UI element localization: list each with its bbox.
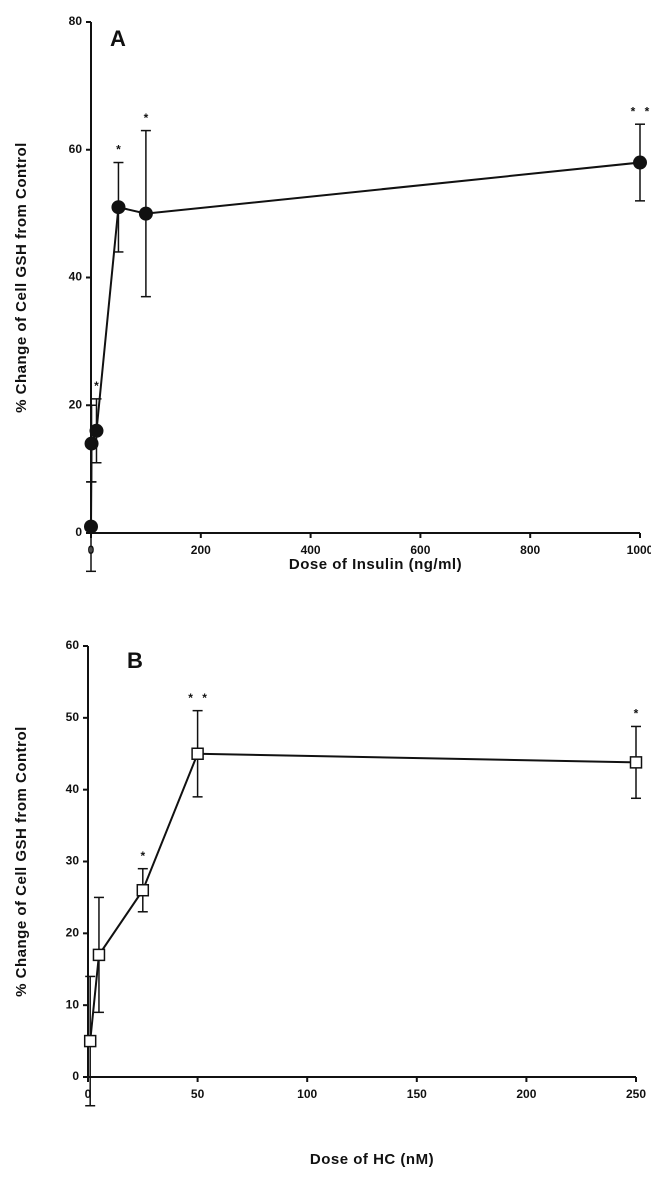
significance-mark: * * — [631, 104, 650, 118]
data-line — [90, 161, 641, 527]
significance-mark: * — [94, 379, 99, 393]
y-tick-label: 40 — [66, 782, 80, 796]
data-point — [84, 519, 98, 534]
y-tick-label: 50 — [66, 710, 80, 724]
data-point — [92, 948, 106, 962]
data-point — [84, 436, 99, 451]
y-axis-title: % Change of Cell GSH from Control — [13, 142, 30, 413]
y-axis-title: % Change of Cell GSH from Control — [13, 726, 30, 997]
significance-mark: * * — [188, 691, 207, 705]
panel-label: A — [110, 26, 126, 51]
y-tick-label: 0 — [72, 1069, 79, 1083]
y-tick-label: 20 — [69, 397, 83, 411]
y-tick-label: 30 — [66, 854, 80, 868]
x-tick-label: 150 — [407, 1087, 427, 1101]
significance-mark: * — [116, 143, 121, 157]
x-tick-label: 600 — [410, 543, 430, 557]
x-tick-label: 0 — [85, 1087, 92, 1101]
significance-mark: * — [144, 111, 149, 125]
data-point — [629, 756, 643, 769]
data-point — [633, 155, 647, 170]
x-axis-title: Dose of HC (nM) — [310, 1151, 434, 1168]
x-tick-label: 200 — [516, 1087, 536, 1101]
data-line — [89, 752, 637, 1042]
significance-mark: * — [634, 707, 639, 721]
data-point — [191, 747, 204, 760]
data-point — [138, 206, 153, 221]
data-point — [89, 423, 104, 438]
x-tick-label: 250 — [626, 1087, 646, 1101]
x-tick-label: 400 — [301, 543, 321, 557]
x-tick-label: 1000 — [627, 543, 651, 557]
y-tick-label: 10 — [66, 997, 80, 1011]
y-tick-label: 80 — [69, 14, 83, 28]
y-tick-label: 60 — [66, 638, 80, 652]
panel-label: B — [127, 648, 143, 673]
data-point — [136, 883, 150, 897]
y-tick-label: 60 — [69, 142, 83, 156]
x-tick-label: 100 — [297, 1087, 317, 1101]
data-point — [83, 1034, 97, 1048]
y-tick-label: 20 — [66, 926, 80, 940]
y-tick-label: 40 — [69, 270, 83, 284]
x-tick-label: 200 — [191, 543, 211, 557]
x-tick-label: 800 — [520, 543, 540, 557]
data-point — [111, 200, 126, 215]
x-tick-label: 50 — [191, 1087, 205, 1101]
y-tick-label: 0 — [75, 525, 82, 539]
significance-mark: * — [140, 849, 145, 863]
x-axis-title: Dose of Insulin (ng/ml) — [289, 556, 462, 573]
